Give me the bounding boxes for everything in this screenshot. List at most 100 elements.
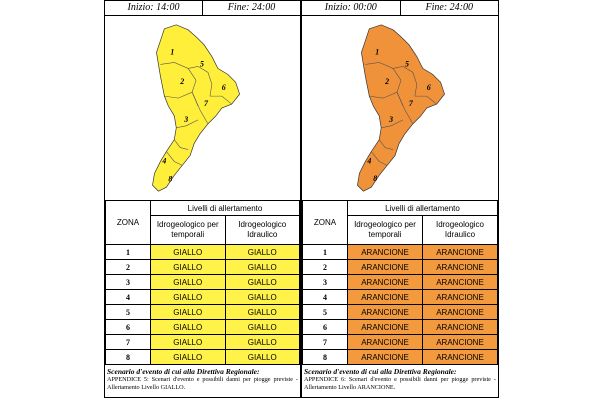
level-temporali: ARANCIONE [347, 289, 423, 305]
zone-label-4: 4 [161, 156, 166, 165]
zone-number: 6 [105, 319, 151, 335]
time-bar: Inizio: 14:00 Fine: 24:00 [105, 1, 300, 16]
levels-header: Livelli di allertamento [347, 200, 498, 216]
zone-number: 3 [302, 274, 348, 290]
zone-number: 1 [302, 244, 348, 260]
level-idraulico: ARANCIONE [422, 274, 498, 290]
zone-label-1: 1 [170, 48, 174, 57]
table-row: 8 GIALLO GIALLO [105, 349, 300, 365]
level-temporali: ARANCIONE [347, 349, 423, 365]
zone-number: 8 [302, 349, 348, 365]
level-idraulico: GIALLO [224, 304, 300, 320]
scenario-body: APPENDICE 6: Scenari d'evento e possibil… [304, 376, 496, 391]
table-row: 1 GIALLO GIALLO [105, 244, 300, 260]
level-idraulico: ARANCIONE [422, 319, 498, 335]
calabria-zone-map: 1 2 3 4 5 6 7 8 [357, 24, 445, 192]
table-row: 8 ARANCIONE ARANCIONE [302, 349, 498, 365]
table-row: 3 ARANCIONE ARANCIONE [302, 274, 498, 290]
zona-header: ZONA [302, 200, 348, 245]
level-idraulico: ARANCIONE [422, 334, 498, 350]
zone-label-6: 6 [427, 83, 431, 92]
alert-panel-yellow: Inizio: 14:00 Fine: 24:00 1 2 3 4 5 6 7 … [104, 0, 301, 398]
level-idraulico: GIALLO [224, 259, 300, 275]
alert-level-table: ZONA Livelli di allertamento Idrogeologi… [105, 200, 300, 365]
level-temporali: ARANCIONE [347, 319, 423, 335]
zone-label-7: 7 [409, 99, 414, 108]
level-idraulico: GIALLO [224, 319, 300, 335]
zone-label-5: 5 [200, 59, 204, 68]
level-idraulico: GIALLO [224, 334, 300, 350]
table-row: 1 ARANCIONE ARANCIONE [302, 244, 498, 260]
zona-header: ZONA [105, 200, 151, 245]
zone-number: 4 [105, 289, 151, 305]
zone-number: 6 [302, 319, 348, 335]
table-row: 6 GIALLO GIALLO [105, 319, 300, 335]
zone-number: 7 [105, 334, 151, 350]
table-row: 4 ARANCIONE ARANCIONE [302, 289, 498, 305]
level-temporali: GIALLO [150, 259, 226, 275]
zone-label-8: 8 [373, 174, 377, 183]
table-row: 6 ARANCIONE ARANCIONE [302, 319, 498, 335]
start-time: Inizio: 14:00 [127, 2, 180, 13]
zone-label-4: 4 [366, 156, 371, 165]
level-temporali: GIALLO [150, 289, 226, 305]
level-temporali: ARANCIONE [347, 244, 423, 260]
col-idraulico-header: Idrogeologico Idraulico [224, 215, 300, 245]
zone-label-8: 8 [168, 174, 172, 183]
level-idraulico: GIALLO [224, 349, 300, 365]
level-idraulico: ARANCIONE [422, 244, 498, 260]
level-idraulico: ARANCIONE [422, 304, 498, 320]
level-idraulico: ARANCIONE [422, 259, 498, 275]
level-idraulico: ARANCIONE [422, 289, 498, 305]
level-temporali: GIALLO [150, 274, 226, 290]
end-time: Fine: 24:00 [202, 1, 300, 15]
map-region-fill [152, 24, 241, 192]
zone-number: 2 [302, 259, 348, 275]
level-temporali: ARANCIONE [347, 259, 423, 275]
level-temporali: ARANCIONE [347, 304, 423, 320]
table-row: 2 ARANCIONE ARANCIONE [302, 259, 498, 275]
levels-header: Livelli di allertamento [150, 200, 300, 216]
table-row: 5 ARANCIONE ARANCIONE [302, 304, 498, 320]
level-temporali: GIALLO [150, 304, 226, 320]
zone-number: 2 [105, 259, 151, 275]
table-row: 2 GIALLO GIALLO [105, 259, 300, 275]
level-temporali: ARANCIONE [347, 334, 423, 350]
time-bar: Inizio: 00:00 Fine: 24:00 [302, 1, 498, 16]
table-row: 7 GIALLO GIALLO [105, 334, 300, 350]
calabria-zone-map: 1 2 3 4 5 6 7 8 [152, 24, 241, 192]
zone-label-6: 6 [222, 83, 226, 92]
zone-label-3: 3 [183, 115, 188, 124]
zone-number: 7 [302, 334, 348, 350]
scenario-note: Scenario d'evento di cui alla Direttiva … [304, 367, 496, 391]
table-row: 7 ARANCIONE ARANCIONE [302, 334, 498, 350]
zone-number: 8 [105, 349, 151, 365]
zone-label-3: 3 [388, 115, 393, 124]
table-row: 5 GIALLO GIALLO [105, 304, 300, 320]
level-temporali: GIALLO [150, 349, 226, 365]
level-idraulico: GIALLO [224, 244, 300, 260]
zone-label-2: 2 [179, 77, 184, 86]
zone-number: 5 [105, 304, 151, 320]
level-temporali: ARANCIONE [347, 274, 423, 290]
col-idraulico-header: Idrogeologico Idraulico [422, 215, 498, 245]
end-time: Fine: 24:00 [399, 1, 499, 15]
zone-label-1: 1 [375, 48, 379, 57]
zone-label-7: 7 [204, 99, 209, 108]
scenario-body: APPENDICE 5: Scenari d'evento e possibil… [107, 376, 298, 391]
start-time: Inizio: 00:00 [324, 2, 377, 13]
level-idraulico: ARANCIONE [422, 349, 498, 365]
zone-number: 3 [105, 274, 151, 290]
level-idraulico: GIALLO [224, 274, 300, 290]
col-temporali-header: Idrogeologico per temporali [347, 215, 423, 245]
zone-boundaries [365, 62, 437, 166]
zone-number: 1 [105, 244, 151, 260]
level-idraulico: GIALLO [224, 289, 300, 305]
zone-boundaries [160, 62, 232, 166]
scenario-title: Scenario d'evento di cui alla Direttiva … [107, 367, 260, 376]
zone-label-2: 2 [384, 77, 389, 86]
zone-number: 5 [302, 304, 348, 320]
scenario-title: Scenario d'evento di cui alla Direttiva … [304, 367, 457, 376]
table-row: 4 GIALLO GIALLO [105, 289, 300, 305]
level-temporali: GIALLO [150, 244, 226, 260]
